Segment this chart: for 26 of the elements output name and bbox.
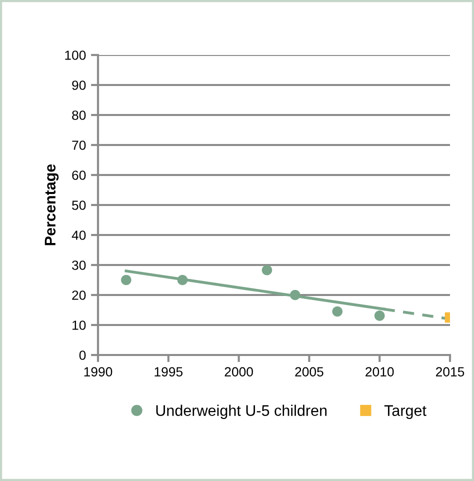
y-tick-label: 60 — [72, 170, 86, 180]
point — [332, 306, 343, 317]
y-axis-title: Percentage — [44, 164, 59, 246]
y-tick-label: 10 — [72, 320, 86, 330]
y-tick-label: 90 — [72, 80, 86, 90]
y-tick-label: 50 — [72, 200, 86, 210]
legend-label: Target — [384, 405, 426, 419]
x-tick-label: 2010 — [366, 367, 394, 376]
legend-label: Underweight U-5 children — [156, 404, 327, 419]
point — [262, 264, 272, 276]
x-tick-label: 1990 — [84, 367, 112, 376]
y-tick-label: 20 — [72, 290, 86, 300]
point — [290, 290, 300, 300]
x-tick-label: 1995 — [154, 367, 183, 376]
y-tick-label: 100 — [65, 50, 86, 60]
y-tick-label: 0 — [79, 350, 86, 360]
y-tick-label: 70 — [72, 140, 86, 150]
point — [121, 274, 132, 286]
y-tick-label: 80 — [72, 110, 86, 120]
y-tick-label: 40 — [72, 230, 86, 240]
point — [177, 274, 188, 286]
y-tick-label: 30 — [72, 260, 86, 270]
point — [374, 310, 385, 321]
x-tick-label: 2005 — [295, 367, 324, 376]
x-tick-label: 2015 — [436, 367, 464, 376]
x-tick-label: 2000 — [224, 367, 253, 376]
